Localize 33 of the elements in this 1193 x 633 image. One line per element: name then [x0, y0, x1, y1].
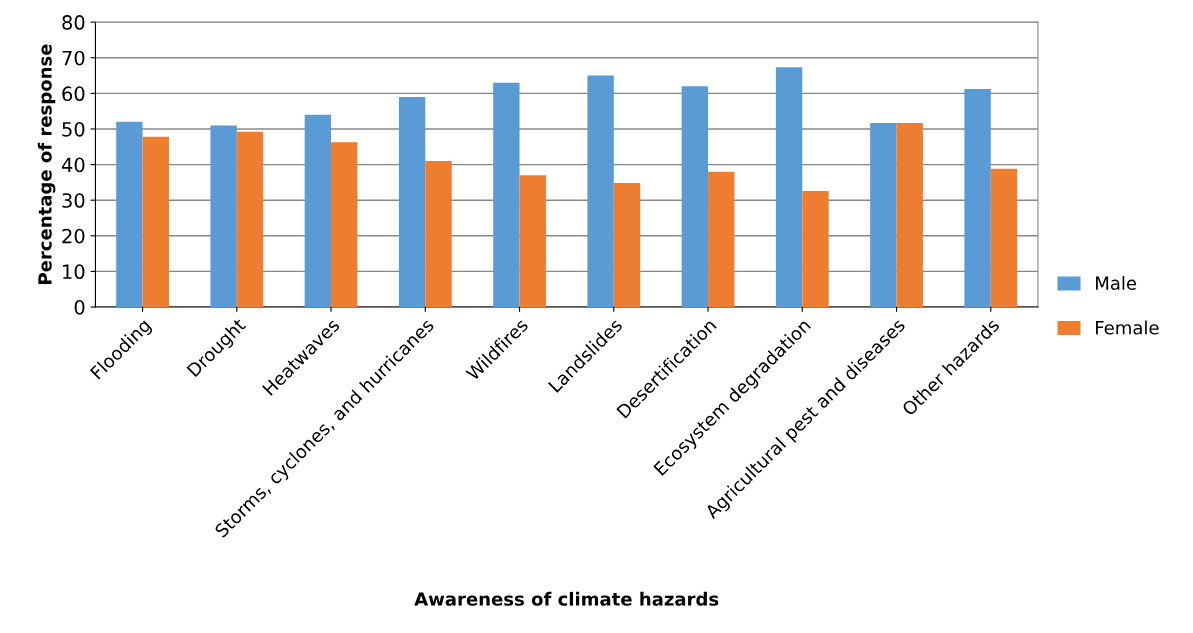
bar — [236, 131, 264, 307]
bar — [896, 122, 923, 307]
y-tick-label: 80 — [62, 15, 85, 30]
bar — [304, 114, 332, 307]
legend-label: Female — [1096, 320, 1159, 335]
bar — [493, 82, 520, 307]
bar — [116, 121, 143, 307]
y-tick-label: 20 — [62, 228, 85, 244]
bar — [870, 122, 897, 307]
y-tick-label: 50 — [62, 121, 85, 137]
bar — [398, 96, 426, 307]
y-tick-label: 30 — [62, 193, 85, 208]
bar — [681, 86, 709, 307]
bar — [964, 89, 991, 307]
bar — [519, 175, 546, 307]
bar — [990, 168, 1018, 307]
bar — [142, 136, 169, 307]
bar — [775, 67, 803, 307]
bar — [802, 190, 829, 307]
y-axis-title: Percentage of response — [37, 44, 56, 284]
bar — [587, 75, 614, 307]
bar — [613, 183, 641, 307]
bar — [331, 142, 358, 307]
legend-label: Male — [1096, 275, 1137, 290]
bar — [210, 125, 237, 307]
y-tick-label: 60 — [62, 86, 85, 102]
y-tick-label: 0 — [74, 299, 85, 315]
y-tick-label: 10 — [63, 264, 85, 280]
y-tick-label: 70 — [62, 50, 85, 66]
x-axis-title: Awareness of climate hazards — [414, 591, 719, 606]
bar — [425, 161, 452, 307]
bar — [708, 171, 735, 307]
y-tick-label: 40 — [61, 157, 85, 173]
